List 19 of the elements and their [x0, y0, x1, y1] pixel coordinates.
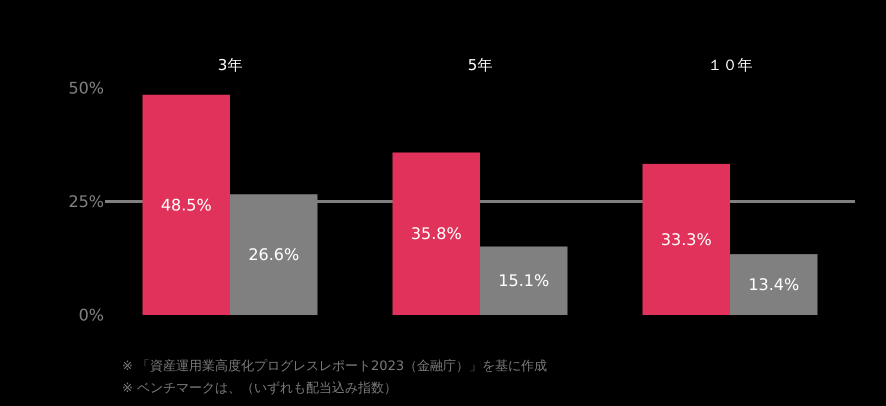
data-label: 26.6%	[248, 245, 300, 264]
y-tick-label: 50%	[68, 78, 104, 98]
bar	[730, 254, 818, 315]
data-label: 13.4%	[748, 275, 800, 294]
y-tick-label: 25%	[68, 192, 104, 212]
data-label: 35.8%	[410, 224, 462, 244]
text: ※ 「資産運用業高度化プログレスレポート2023（金融庁）」を基に作成	[122, 358, 548, 374]
data-label: 33.3%	[660, 230, 712, 249]
y-tick-label: 0%	[78, 306, 104, 325]
data-label: 15.1%	[498, 271, 550, 290]
text: ※ ベンチマークは、（いずれも配当込み指数）	[122, 381, 398, 396]
bar	[392, 152, 480, 315]
bar	[480, 246, 568, 315]
x-tick-label: 3年	[218, 56, 242, 74]
x-tick-label: １０年	[708, 56, 752, 74]
x-tick-label: 5年	[468, 56, 492, 74]
bar	[142, 94, 230, 315]
bar	[642, 164, 730, 315]
data-label: 48.5%	[160, 195, 212, 214]
